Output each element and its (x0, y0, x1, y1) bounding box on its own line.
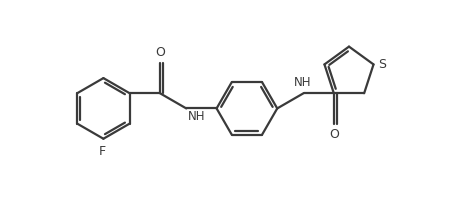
Text: O: O (155, 46, 165, 59)
Text: F: F (99, 145, 106, 158)
Text: NH: NH (294, 76, 312, 89)
Text: O: O (329, 128, 339, 141)
Text: NH: NH (188, 110, 205, 123)
Text: S: S (378, 58, 386, 71)
